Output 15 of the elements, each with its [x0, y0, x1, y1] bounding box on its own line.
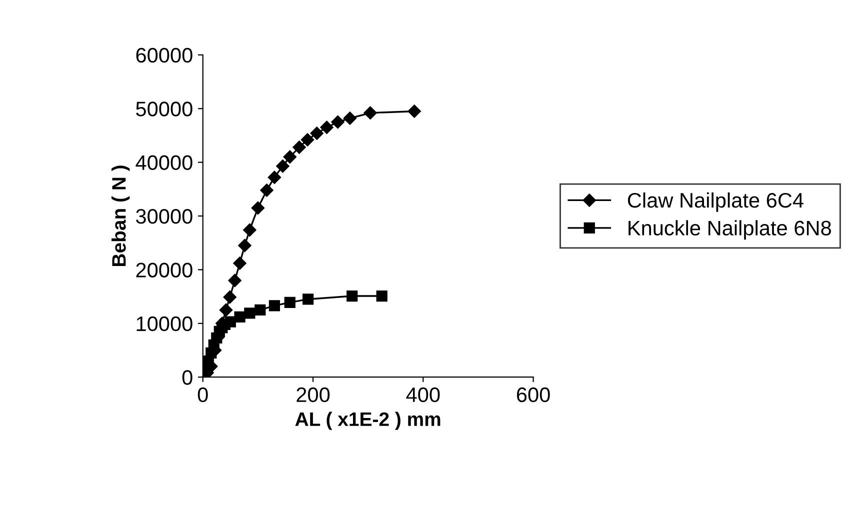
y-tick-label: 10000: [136, 316, 192, 332]
y-tick-label: 30000: [136, 209, 192, 224]
x-tick-label: 600: [516, 387, 550, 402]
y-tick-label: 60000: [136, 48, 192, 63]
y-tick-label: 50000: [136, 102, 192, 116]
legend-label: Knuckle Nailplate 6N8: [628, 220, 831, 240]
x-axis-title: AL ( x1E-2 ) mm: [295, 412, 440, 430]
y-axis-title: Beban ( N ): [112, 166, 130, 266]
y-tick-label: 40000: [136, 155, 192, 170]
legend-label: Claw Nailplate 6C4: [628, 192, 804, 212]
x-tick-label: 200: [296, 387, 330, 402]
y-tick-label: 20000: [136, 262, 192, 278]
y-tick-label: 0: [182, 370, 192, 385]
x-tick-label: 0: [198, 387, 208, 402]
x-tick-label: 400: [406, 387, 440, 402]
